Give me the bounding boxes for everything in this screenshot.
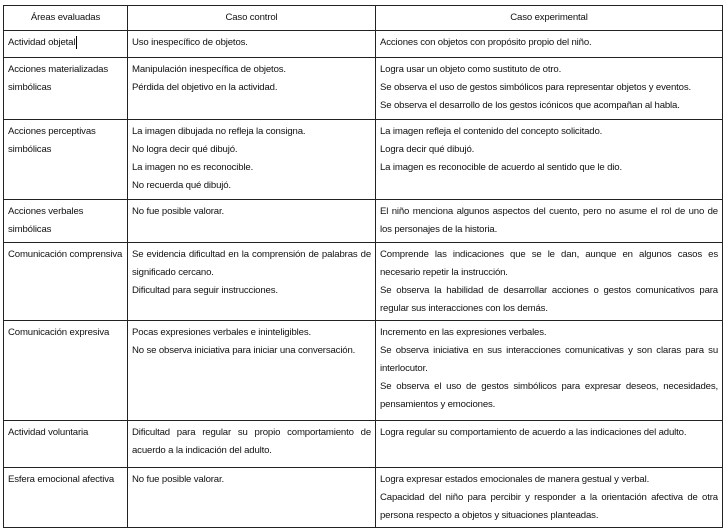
area-label: Acciones verbales simbólicas <box>8 206 84 235</box>
experimental-observation: El niño menciona algunos aspectos del cu… <box>380 206 718 235</box>
table-row: Acciones verbales simbólicas No fue posib… <box>3 199 723 243</box>
experimental-observation: Se observa iniciativa en sus interaccion… <box>380 345 718 374</box>
comparison-table: Áreas evaluadas Caso control Caso experi… <box>3 5 723 528</box>
experimental-cell: El niño menciona algunos aspectos del cu… <box>375 199 723 243</box>
experimental-cell: Logra expresar estados emocionales de ma… <box>375 467 723 528</box>
control-cell: Se evidencia dificultad en la comprensió… <box>127 242 376 321</box>
area-label: Actividad objetal <box>8 37 76 48</box>
experimental-observation: Logra usar un objeto como sustituto de o… <box>380 64 562 75</box>
experimental-observation: Capacidad del niño para percibir y respo… <box>380 492 718 521</box>
experimental-observation: Se observa el uso de gestos simbólicos p… <box>380 82 692 93</box>
control-observation: Dificultad para regular su propio compor… <box>132 427 371 456</box>
table-row: Esfera emocional afectiva No fue posible … <box>3 467 723 528</box>
experimental-observation: La imagen refleja el contenido del conce… <box>380 126 603 137</box>
experimental-observation: Acciones con objetos con propósito propi… <box>380 37 592 48</box>
header-experimental: Caso experimental <box>375 5 723 31</box>
table-row: Comunicación comprensiva Se evidencia dif… <box>3 242 723 321</box>
area-cell: Actividad objetal <box>3 30 128 58</box>
control-observation: No se observa iniciativa para iniciar un… <box>132 345 356 356</box>
area-cell: Esfera emocional afectiva <box>3 467 128 528</box>
experimental-observation: Incremento en las expresiones verbales. <box>380 327 547 338</box>
experimental-cell: Logra regular su comportamiento de acuer… <box>375 420 723 468</box>
control-observation: La imagen no es reconocible. <box>132 162 254 173</box>
control-observation: No fue posible valorar. <box>132 474 225 485</box>
text-cursor <box>76 35 78 49</box>
area-cell: Comunicación expresiva <box>3 320 128 421</box>
control-observation: No logra decir qué dibujó. <box>132 144 238 155</box>
experimental-observation: Se observa el uso de gestos simbólicos p… <box>380 381 718 410</box>
table-row: Acciones materializadas simbólicas Manipu… <box>3 57 723 120</box>
table-row: Acciones perceptivas simbólicas La imagen… <box>3 119 723 200</box>
control-observation: Dificultad para seguir instrucciones. <box>132 285 278 296</box>
area-cell: Comunicación comprensiva <box>3 242 128 321</box>
control-cell: Pocas expresiones verbales e ininteligib… <box>127 320 376 421</box>
control-observation: Uso inespecífico de objetos. <box>132 37 248 48</box>
experimental-cell: La imagen refleja el contenido del conce… <box>375 119 723 200</box>
experimental-observation: La imagen es reconocible de acuerdo al s… <box>380 162 622 173</box>
experimental-observation: Logra regular su comportamiento de acuer… <box>380 427 687 438</box>
control-cell: No fue posible valorar. <box>127 199 376 243</box>
control-observation: Manipulación inespecífica de objetos. <box>132 64 286 75</box>
control-observation: Pérdida del objetivo en la actividad. <box>132 82 278 93</box>
control-cell: Uso inespecífico de objetos. <box>127 30 376 58</box>
area-label: Esfera emocional afectiva <box>8 474 115 485</box>
control-cell: Manipulación inespecífica de objetos. Pér… <box>127 57 376 120</box>
area-cell: Acciones materializadas simbólicas <box>3 57 128 120</box>
table-row: Actividad voluntaria Dificultad para regu… <box>3 420 723 468</box>
area-label: Comunicación comprensiva <box>8 249 123 260</box>
control-observation: Pocas expresiones verbales e ininteligib… <box>132 327 311 338</box>
area-label: Acciones perceptivas simbólicas <box>8 126 96 155</box>
experimental-cell: Comprende las indicaciones que se le dan… <box>375 242 723 321</box>
control-observation: No fue posible valorar. <box>132 206 225 217</box>
area-label: Comunicación expresiva <box>8 327 110 338</box>
header-control: Caso control <box>127 5 376 31</box>
control-observation: La imagen dibujada no refleja la consign… <box>132 126 306 137</box>
area-label: Acciones materializadas simbólicas <box>8 64 108 93</box>
area-cell: Acciones verbales simbólicas <box>3 199 128 243</box>
experimental-cell: Incremento en las expresiones verbales. S… <box>375 320 723 421</box>
control-observation: No recuerda qué dibujó. <box>132 180 231 191</box>
area-cell: Actividad voluntaria <box>3 420 128 468</box>
experimental-cell: Acciones con objetos con propósito propi… <box>375 30 723 58</box>
experimental-observation: Logra decir qué dibujó. <box>380 144 475 155</box>
control-observation: Se evidencia dificultad en la comprensió… <box>132 249 371 278</box>
experimental-observation: Comprende las indicaciones que se le dan… <box>380 249 718 278</box>
area-label: Actividad voluntaria <box>8 427 89 438</box>
control-cell: No fue posible valorar. <box>127 467 376 528</box>
header-areas: Áreas evaluadas <box>3 5 128 31</box>
experimental-observation: Se observa el desarrollo de los gestos i… <box>380 100 680 111</box>
header-row: Áreas evaluadas Caso control Caso experi… <box>3 5 723 31</box>
table-row: Actividad objetal Uso inespecífico de obj… <box>3 30 723 58</box>
control-cell: Dificultad para regular su propio compor… <box>127 420 376 468</box>
area-cell: Acciones perceptivas simbólicas <box>3 119 128 200</box>
experimental-cell: Logra usar un objeto como sustituto de o… <box>375 57 723 120</box>
experimental-observation: Logra expresar estados emocionales de ma… <box>380 474 650 485</box>
table-row: Comunicación expresiva Pocas expresiones … <box>3 320 723 421</box>
experimental-observation: Se observa la habilidad de desarrollar a… <box>380 285 718 314</box>
control-cell: La imagen dibujada no refleja la consign… <box>127 119 376 200</box>
